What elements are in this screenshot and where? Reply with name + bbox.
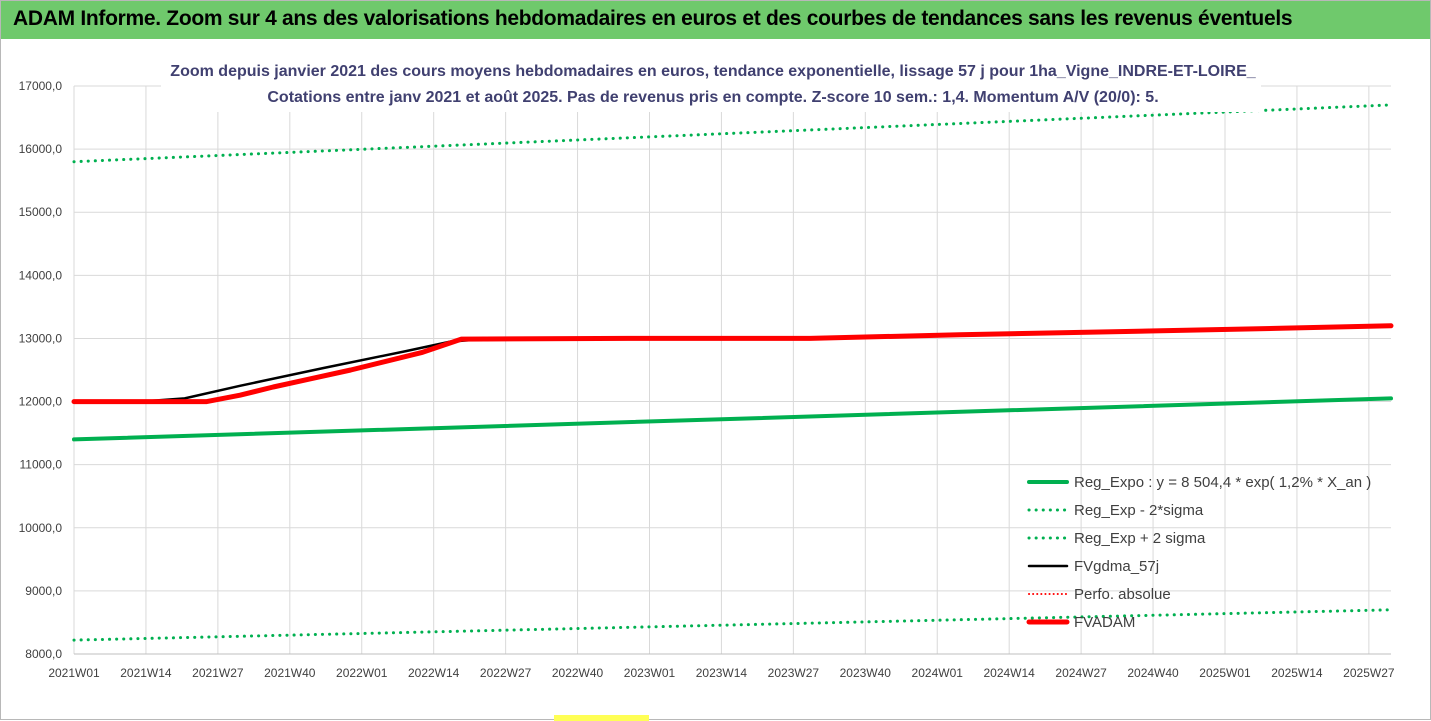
y-tick-label: 10000,0 (19, 521, 63, 535)
chart-subtitle: Cotations entre janv 2021 et août 2025. … (267, 89, 1158, 106)
y-tick-label: 15000,0 (19, 205, 63, 219)
legend-label: Perfo. absolue (1074, 586, 1171, 603)
y-tick-label: 16000,0 (19, 142, 63, 156)
x-tick-label: 2023W40 (840, 666, 892, 680)
x-tick-label: 2024W14 (983, 666, 1035, 680)
x-tick-label: 2021W14 (120, 666, 172, 680)
x-tick-label: 2024W27 (1055, 666, 1107, 680)
x-tick-label: 2022W27 (480, 666, 532, 680)
legend-label: Reg_Expo : y = 8 504,4 * exp( 1,2% * X_a… (1074, 474, 1371, 491)
y-tick-label: 11000,0 (20, 458, 63, 472)
y-tick-label: 14000,0 (19, 268, 63, 282)
y-tick-label: 17000,0 (19, 79, 63, 93)
series-line-2 (72, 103, 1393, 164)
header-title: ADAM Informe. Zoom sur 4 ans des valoris… (13, 7, 1293, 30)
x-tick-label: 2022W01 (336, 666, 388, 680)
x-tick-label: 2022W14 (408, 666, 460, 680)
legend-label: FVgdma_57j (1074, 558, 1159, 575)
series-line-0 (72, 396, 1393, 442)
chart-title: Zoom depuis janvier 2021 des cours moyen… (170, 63, 1256, 80)
y-tick-label: 12000,0 (19, 395, 63, 409)
x-tick-label: 2025W14 (1271, 666, 1323, 680)
series-line-5 (71, 323, 1394, 405)
y-tick-label: 9000,0 (25, 584, 62, 598)
chart: 8000,0 9000,0 10000,0 11000,0 12000,0 13000,0… (19, 56, 1395, 680)
x-tick-label: 2021W27 (192, 666, 244, 680)
x-tick-label: 2023W01 (624, 666, 676, 680)
legend-label: FVADAM (1074, 614, 1135, 631)
x-tick-label: 2025W01 (1199, 666, 1251, 680)
x-tick-label: 2024W01 (912, 666, 964, 680)
header-banner: ADAM Informe. Zoom sur 4 ans des valoris… (1, 1, 1430, 39)
title-background (161, 56, 1261, 112)
y-tick-label: 13000,0 (19, 331, 63, 345)
x-tick-label: 2023W14 (696, 666, 748, 680)
x-tick-label: 2023W27 (768, 666, 820, 680)
legend-label: Reg_Exp - 2*sigma (1074, 502, 1204, 519)
series-line-1 (72, 608, 1393, 642)
bottom-strip (554, 715, 649, 721)
x-tick-label: 2021W40 (264, 666, 316, 680)
series-line-3 (72, 337, 518, 403)
x-tick-label: 2022W40 (552, 666, 604, 680)
legend-label: Reg_Exp + 2 sigma (1074, 530, 1206, 547)
x-tick-label: 2021W01 (48, 666, 100, 680)
x-tick-label: 2025W27 (1343, 666, 1395, 680)
y-tick-label: 8000,0 (25, 647, 62, 661)
x-tick-label: 2024W40 (1127, 666, 1179, 680)
